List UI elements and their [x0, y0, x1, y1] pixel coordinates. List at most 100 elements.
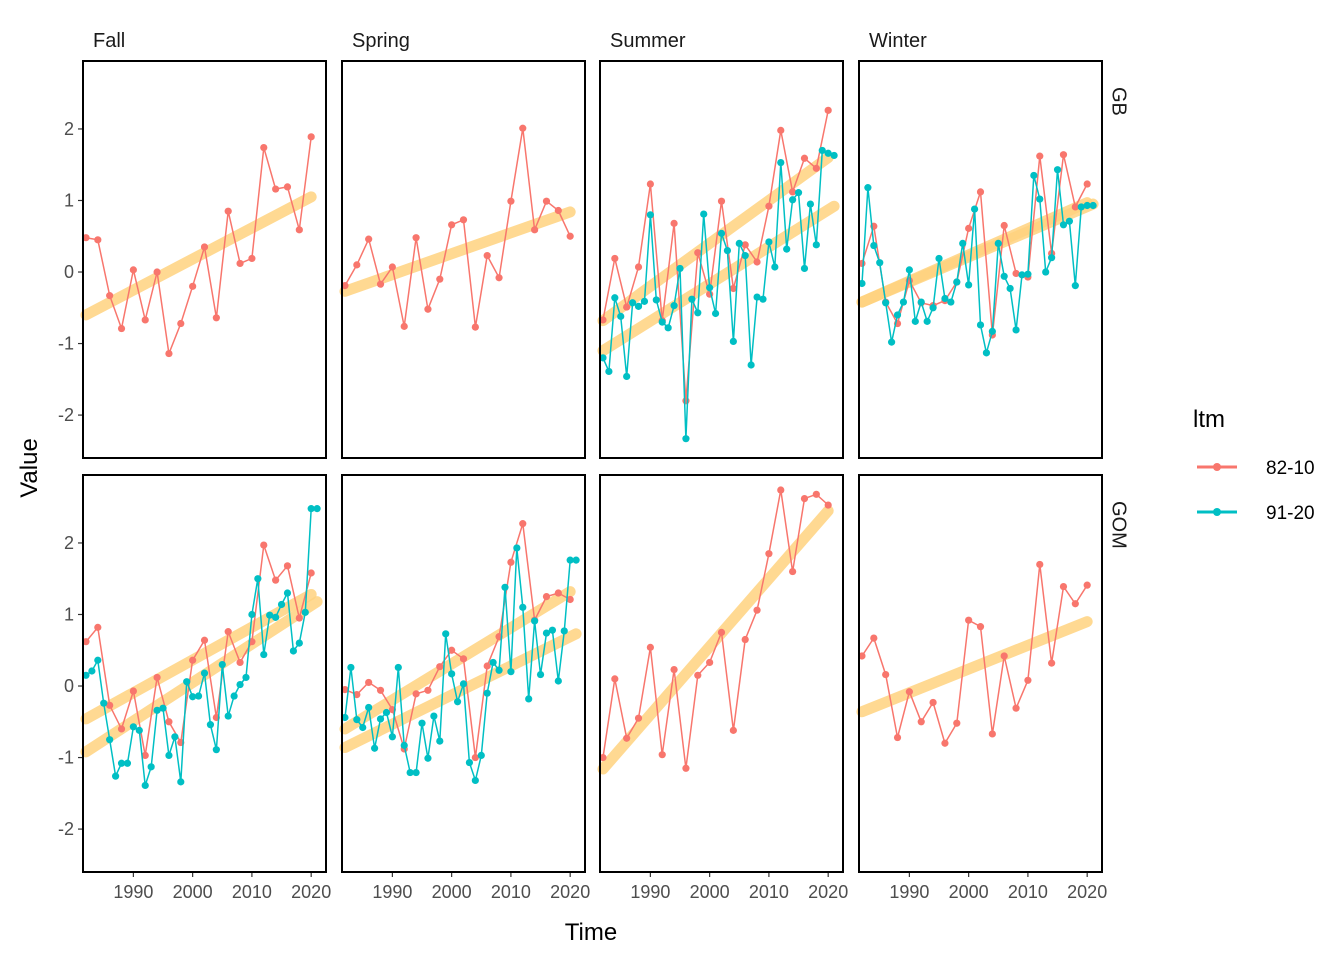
- data-point-91-20: [106, 736, 114, 744]
- x-tick-label: 2010: [491, 882, 531, 902]
- data-point-82-10: [789, 567, 797, 576]
- data-point-82-10: [753, 606, 761, 614]
- panel-summer-gom: [597, 474, 844, 873]
- data-point-82-10: [200, 636, 209, 644]
- data-point-91-20: [495, 666, 503, 674]
- data-point-82-10: [341, 685, 349, 694]
- panel-border: [858, 60, 1103, 459]
- y-tick-label: 2: [64, 533, 74, 553]
- data-point-82-10: [153, 268, 161, 276]
- data-point-91-20: [864, 184, 872, 192]
- data-point-91-20: [230, 692, 238, 700]
- x-tick-label: 2000: [949, 882, 989, 902]
- data-point-91-20: [400, 741, 408, 749]
- strip-label-spring: Spring: [352, 30, 410, 52]
- panel-fall-gom: [80, 474, 327, 873]
- data-point-82-10: [1000, 652, 1008, 660]
- data-point-82-10: [82, 638, 90, 646]
- panel-spring-gom: [339, 474, 586, 873]
- data-point-82-10: [1048, 659, 1056, 667]
- data-point-91-20: [560, 627, 568, 635]
- data-point-91-20: [548, 626, 557, 634]
- legend-key-point: [1213, 508, 1221, 516]
- data-point-91-20: [824, 149, 832, 157]
- data-point-82-10: [812, 164, 820, 172]
- data-point-91-20: [471, 776, 479, 785]
- panel-border: [858, 474, 1103, 873]
- data-point-82-10: [82, 234, 90, 242]
- data-point-82-10: [153, 673, 161, 682]
- x-tick-label: 2000: [432, 882, 472, 902]
- data-point-82-10: [507, 558, 515, 566]
- series-line-91-20: [85, 507, 318, 786]
- data-point-82-10: [611, 675, 619, 683]
- data-point-82-10: [1083, 581, 1091, 589]
- data-point-91-20: [82, 671, 90, 679]
- data-point-82-10: [566, 232, 574, 240]
- data-point-82-10: [777, 486, 785, 494]
- strip-label-gom: GOM: [1108, 501, 1130, 549]
- series-line-82-10: [602, 110, 829, 401]
- trend-line-82-10: [80, 191, 317, 321]
- data-point-82-10: [1036, 560, 1044, 569]
- data-point-82-10: [1036, 152, 1044, 160]
- x-tick-label: 2020: [550, 882, 590, 902]
- data-point-82-10: [858, 652, 866, 660]
- data-point-91-20: [459, 680, 468, 688]
- data-point-82-10: [741, 635, 749, 644]
- data-point-91-20: [111, 772, 120, 780]
- data-point-82-10: [106, 701, 114, 709]
- data-point-91-20: [519, 603, 527, 611]
- data-point-91-20: [254, 575, 262, 583]
- data-point-82-10: [448, 646, 456, 654]
- legend-entry-91-20: 91-20: [1197, 503, 1315, 524]
- data-point-91-20: [870, 241, 878, 250]
- data-point-82-10: [224, 628, 232, 636]
- data-point-82-10: [295, 226, 303, 234]
- data-point-82-10: [353, 261, 361, 269]
- series-line-91-20: [344, 547, 577, 784]
- data-point-82-10: [365, 678, 373, 687]
- data-point-91-20: [965, 281, 973, 289]
- series-line-82-10: [85, 544, 312, 756]
- data-point-91-20: [1071, 282, 1079, 290]
- data-point-91-20: [260, 650, 268, 659]
- data-point-91-20: [1000, 272, 1008, 280]
- data-point-82-10: [1000, 221, 1008, 230]
- data-point-82-10: [400, 322, 408, 330]
- data-point-91-20: [729, 337, 737, 346]
- legend-label: 82-10: [1266, 458, 1315, 479]
- data-point-82-10: [200, 243, 209, 251]
- data-point-91-20: [542, 629, 551, 637]
- data-point-91-20: [277, 600, 286, 609]
- data-point-91-20: [905, 266, 913, 274]
- data-point-91-20: [283, 589, 292, 597]
- series-line-82-10: [602, 489, 829, 769]
- data-point-91-20: [266, 611, 274, 619]
- data-point-82-10: [531, 226, 539, 234]
- data-point-91-20: [566, 556, 574, 564]
- x-tick-label: 1990: [630, 882, 670, 902]
- data-point-82-10: [94, 623, 102, 631]
- data-point-82-10: [1071, 203, 1079, 211]
- data-point-91-20: [970, 205, 979, 213]
- data-point-91-20: [717, 229, 726, 237]
- data-point-82-10: [412, 690, 420, 698]
- data-point-91-20: [159, 704, 167, 712]
- data-point-91-20: [1018, 271, 1026, 279]
- data-point-82-10: [341, 282, 349, 290]
- data-point-82-10: [471, 323, 479, 331]
- data-point-91-20: [442, 630, 450, 638]
- data-point-91-20: [394, 663, 402, 672]
- data-point-82-10: [117, 725, 126, 733]
- data-point-82-10: [117, 324, 126, 333]
- data-point-82-10: [694, 249, 702, 257]
- data-point-82-10: [260, 143, 268, 152]
- data-point-82-10: [129, 266, 137, 274]
- data-point-91-20: [554, 677, 562, 685]
- data-point-82-10: [777, 126, 785, 134]
- data-point-82-10: [1012, 269, 1020, 278]
- data-point-82-10: [824, 501, 832, 509]
- data-point-82-10: [670, 665, 678, 674]
- data-point-82-10: [765, 550, 773, 558]
